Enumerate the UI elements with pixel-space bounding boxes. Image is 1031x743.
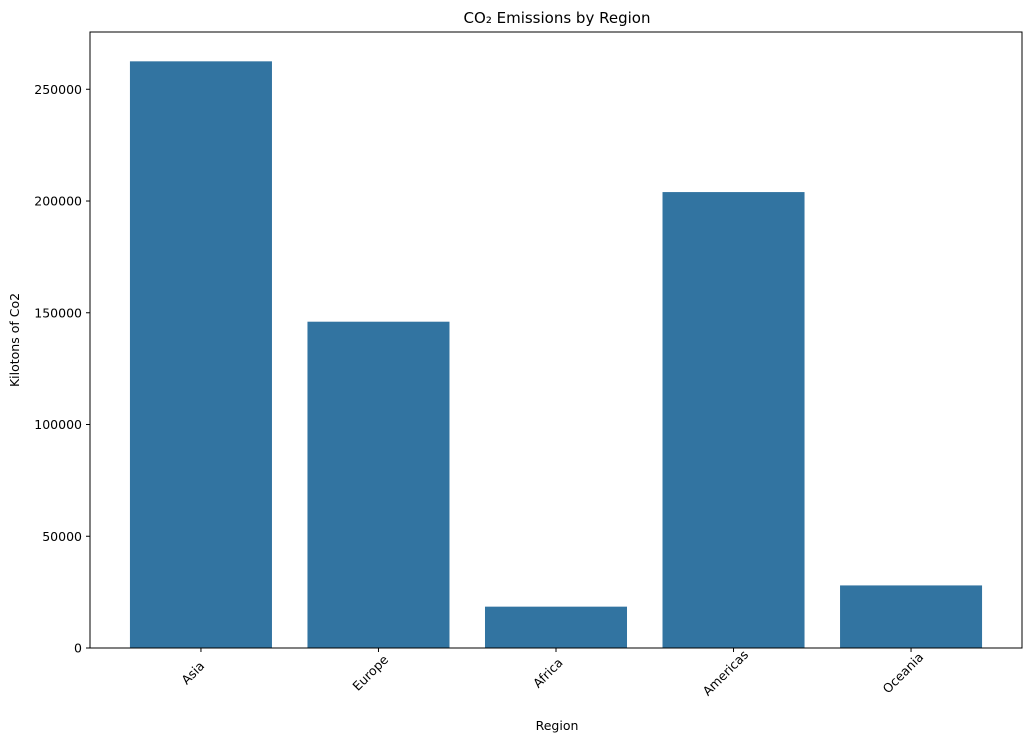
x-axis-ticks: Asia Europe Africa Americas Oceania (178, 647, 926, 699)
x-tick-label-americas: Americas (700, 647, 752, 699)
y-tick-label: 150000 (34, 305, 82, 320)
y-tick-label: 50000 (42, 529, 82, 544)
x-tick-label-africa: Africa (530, 655, 566, 691)
y-axis-ticks: 0 50000 100000 150000 200000 250000 (34, 82, 90, 656)
plot-frame (89, 31, 1023, 649)
y-tick-label: 0 (74, 641, 82, 656)
x-tick-label-oceania: Oceania (879, 649, 926, 696)
bars (129, 61, 983, 649)
chart-title: CO₂ Emissions by Region (464, 9, 651, 27)
y-axis-label: Kilotons of Co2 (7, 293, 22, 387)
bar-americas (662, 192, 805, 649)
x-tick-label-europe: Europe (349, 652, 391, 694)
y-tick-label: 200000 (34, 194, 82, 209)
bar-africa (484, 606, 628, 648)
y-tick-label: 250000 (34, 82, 82, 97)
x-tick-label-asia: Asia (178, 658, 207, 687)
y-tick-label: 100000 (34, 417, 82, 432)
bar-oceania (840, 585, 983, 648)
x-axis-label: Region (536, 718, 579, 733)
bar-europe (307, 321, 450, 648)
bar-asia (129, 61, 272, 649)
